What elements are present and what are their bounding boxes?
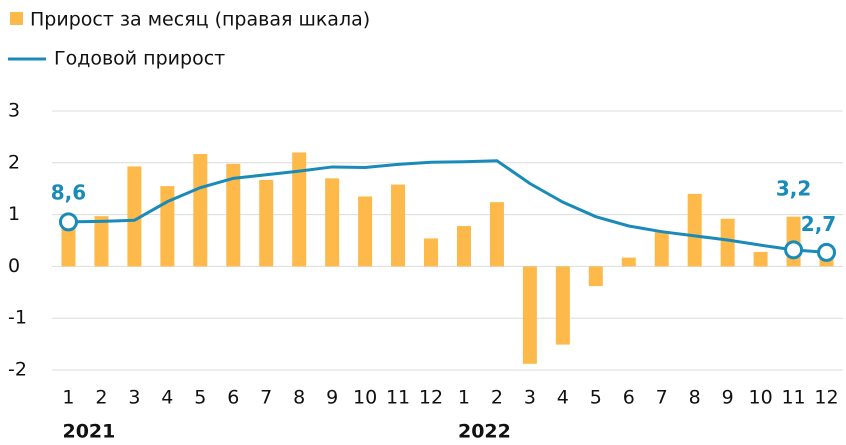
y-tick-label: 0 <box>8 255 20 277</box>
year-label: 2022 <box>458 421 511 442</box>
bar <box>325 178 340 267</box>
x-tick-label: 9 <box>326 387 338 409</box>
bar <box>94 216 109 267</box>
bar <box>720 218 735 267</box>
bar <box>588 266 603 287</box>
x-tick-label: 2 <box>95 387 107 409</box>
y-tick-label: -2 <box>8 359 27 381</box>
x-tick-label: 10 <box>353 387 377 409</box>
y-tick-label: 3 <box>8 100 20 122</box>
x-tick-label: 8 <box>689 387 701 409</box>
data-label: 2,7 <box>801 212 836 236</box>
x-tick-label: 6 <box>623 387 635 409</box>
bar <box>555 266 570 345</box>
x-tick-label: 3 <box>128 387 140 409</box>
point-marker <box>58 212 78 232</box>
y-tick-label: -1 <box>8 307 27 329</box>
x-tick-label: 9 <box>722 387 734 409</box>
bar <box>687 193 702 267</box>
y-tick-label: 2 <box>8 151 20 173</box>
x-tick-label: 3 <box>524 387 536 409</box>
bar <box>61 221 76 267</box>
x-tick-label: 2 <box>491 387 503 409</box>
legend-label: Годовой прирост <box>54 48 225 70</box>
bar <box>259 179 274 267</box>
point-marker <box>784 240 804 260</box>
bar <box>522 266 537 364</box>
x-tick-label: 1 <box>458 387 470 409</box>
bar <box>160 186 175 267</box>
bar <box>193 153 208 267</box>
bar <box>753 251 768 267</box>
x-tick-label: 4 <box>161 387 173 409</box>
bar <box>654 231 669 267</box>
x-tick-label: 10 <box>749 387 773 409</box>
data-label: 8,6 <box>51 180 86 204</box>
bar <box>127 166 142 267</box>
x-tick-label: 11 <box>781 387 805 409</box>
x-tick-label: 12 <box>814 387 838 409</box>
x-tick-label: 7 <box>260 387 272 409</box>
bar <box>292 152 307 267</box>
x-tick-label: 5 <box>194 387 206 409</box>
legend-label: Прирост за месяц (правая шкала) <box>30 9 370 31</box>
bar <box>489 202 504 267</box>
y-tick-label: 1 <box>8 203 20 225</box>
bar <box>226 163 241 267</box>
x-tick-label: 5 <box>590 387 602 409</box>
x-tick-label: 7 <box>656 387 668 409</box>
legend-swatch-bar <box>10 12 23 25</box>
bar <box>358 196 373 267</box>
x-tick-label: 1 <box>62 387 74 409</box>
bar <box>424 238 439 267</box>
line <box>68 159 827 254</box>
x-tick-label: 12 <box>419 387 443 409</box>
x-tick-label: 4 <box>557 387 569 409</box>
bar <box>621 257 636 267</box>
year-label: 2021 <box>62 421 115 442</box>
x-tick-label: 6 <box>227 387 239 409</box>
x-tick-label: 11 <box>386 387 410 409</box>
bar <box>391 184 406 267</box>
data-label: 3,2 <box>776 176 811 200</box>
point-marker <box>817 242 837 262</box>
x-tick-label: 8 <box>293 387 305 409</box>
bar <box>456 225 471 267</box>
